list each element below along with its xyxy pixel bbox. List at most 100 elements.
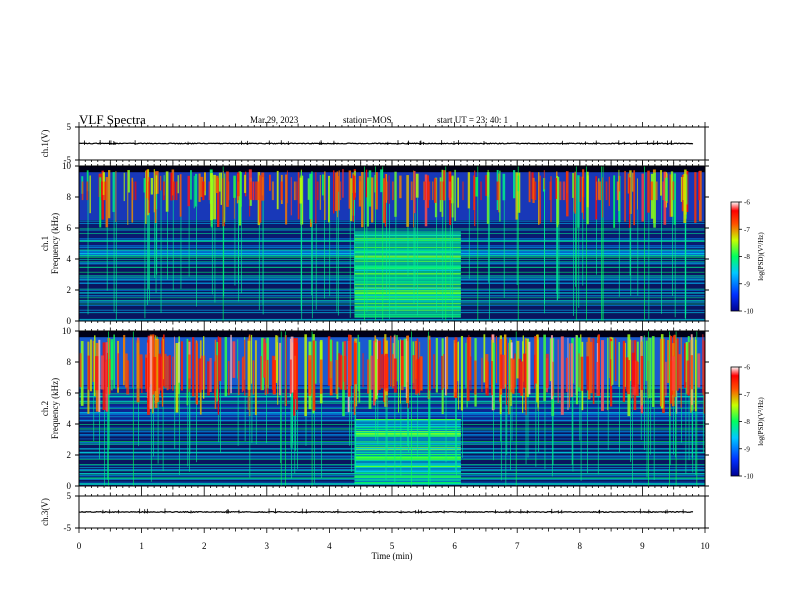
spectrogram-burst-tail: [407, 226, 409, 277]
spectrogram-burst: [627, 173, 631, 194]
spectrogram-core: [377, 359, 379, 394]
spectrogram-burst: [673, 173, 677, 225]
y-axis-label-channel: ch.1: [40, 236, 50, 251]
spectrogram-core: [596, 181, 598, 201]
x-axis-label: Time (min): [372, 551, 413, 561]
spectrogram-burst: [99, 177, 102, 228]
spectrogram-burst: [170, 172, 173, 201]
spectrogram-burst: [94, 335, 96, 397]
spectrogram-core: [441, 355, 443, 391]
spectrogram-burst-tail: [408, 408, 409, 453]
spectrogram-burst: [376, 339, 379, 396]
spectrogram-burst: [486, 172, 490, 224]
spectrogram-burst: [698, 170, 702, 222]
spectrogram-vline: [132, 331, 134, 486]
spectrogram-burst: [342, 341, 345, 417]
spectrogram-core: [523, 353, 527, 388]
spectrogram-burst-tail: [692, 410, 694, 473]
spectrogram-burst-tail: [107, 411, 108, 480]
spectrogram-burst-tail: [211, 227, 213, 295]
spectrogram-core: [427, 181, 431, 201]
spectrogram-core: [617, 181, 619, 201]
spectrogram-burst: [566, 171, 569, 217]
spectrogram-burst: [568, 343, 570, 408]
spectrogram-burst-tail: [167, 211, 168, 280]
spectrogram-core: [148, 352, 150, 388]
spectrogram-burst: [195, 343, 198, 405]
spectrogram-burst: [572, 172, 574, 198]
spectrogram-core: [448, 181, 451, 201]
spectrogram-burst: [528, 341, 531, 395]
spectrogram-burst: [352, 175, 356, 200]
spectrogram-line: [79, 396, 705, 398]
spectrogram-vline: [375, 166, 377, 321]
x-tick-label: 8: [578, 541, 583, 551]
spectrogram-burst: [528, 171, 531, 203]
spectrogram-core: [520, 361, 524, 396]
spectrogram-core: [670, 360, 674, 395]
spectrogram-burst-tail: [324, 200, 325, 299]
spectrogram-core: [256, 181, 260, 201]
spectrogram-burst: [483, 334, 486, 383]
spectrogram-burst: [80, 341, 84, 406]
spectrogram-core: [636, 361, 639, 397]
spectrogram-burst: [517, 172, 521, 213]
spectrogram-event-line: [354, 314, 461, 316]
spectrogram-burst: [378, 340, 381, 390]
spectrogram-core: [228, 361, 230, 396]
spectrogram-burst: [216, 177, 220, 227]
spectrogram-core: [672, 181, 675, 201]
spectrogram-core: [209, 357, 212, 393]
spectrogram-burst: [98, 339, 101, 413]
spectrogram-burst: [153, 169, 155, 213]
y-tick-label: 0: [67, 481, 72, 491]
spectrogram-line: [79, 220, 705, 222]
spectrogram-burst-tail: [189, 378, 191, 455]
spectrogram-burst: [335, 172, 338, 212]
spectrogram-core: [242, 356, 245, 391]
spectrogram-core: [370, 355, 373, 390]
spectrogram-core: [470, 356, 472, 391]
spectrogram-burst-tail: [695, 394, 697, 475]
spectrogram-burst: [694, 339, 697, 412]
y-tick-label: 8: [67, 192, 72, 202]
spectrogram-burst-tail: [413, 227, 415, 305]
spectrogram-burst: [670, 171, 674, 217]
spectrogram-burst-tail: [336, 211, 338, 312]
spectrogram-core: [650, 181, 654, 201]
spectrogram-burst-tail: [99, 412, 101, 460]
spectrogram-core: [145, 357, 148, 392]
figure-date: Mar.29, 2023: [250, 115, 299, 125]
spectrogram-burst: [506, 338, 507, 406]
spectrogram-burst-tail: [575, 213, 576, 287]
spectrogram-burst-tail: [653, 406, 655, 481]
spectrogram-burst-tail: [291, 386, 292, 479]
spectrogram-burst-tail: [578, 227, 580, 308]
spectrogram-core: [293, 181, 296, 201]
spectrogram-burst: [543, 170, 545, 190]
spectrogram-core: [294, 181, 296, 201]
spectrogram-burst: [570, 343, 573, 398]
spectrogram-burst-tail: [557, 227, 558, 301]
spectrogram-burst: [112, 172, 115, 213]
y-tick-label: -5: [64, 523, 72, 533]
spectrogram-line: [79, 408, 705, 410]
spectrogram-burst-tail: [237, 378, 239, 446]
spectrogram-core: [168, 355, 172, 390]
spectrogram-burst-tail: [669, 416, 671, 466]
spectrogram-burst-tail: [160, 190, 162, 313]
spectrogram-burst-tail: [337, 191, 339, 316]
spectrogram-burst-tail: [301, 226, 303, 320]
spectrogram-burst: [238, 171, 242, 226]
spectrogram-core: [412, 355, 416, 390]
spectrogram-burst-tail: [266, 385, 267, 444]
spectrogram-burst-tail: [500, 394, 502, 481]
spectrogram-core: [105, 359, 107, 394]
spectrogram-burst: [653, 172, 656, 228]
spectrogram-line: [79, 395, 705, 397]
spectrogram-line: [79, 222, 705, 224]
spectrogram-core: [338, 353, 341, 388]
spectrogram-burst-tail: [691, 404, 693, 458]
spectrogram-burst-tail: [684, 222, 686, 319]
spectrogram-burst-tail: [385, 383, 387, 480]
